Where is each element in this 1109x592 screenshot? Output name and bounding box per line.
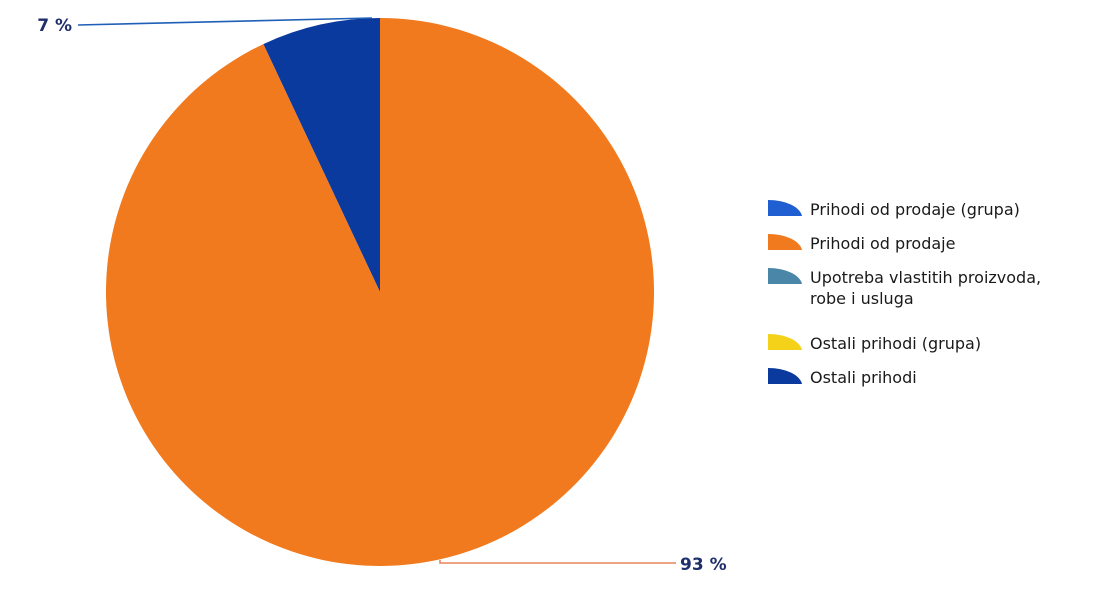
leader-line-prihodi-od-prodaje [439,560,676,564]
pie-leader-lines [77,17,676,564]
data-label-ostali-prihodi: 7 % [37,16,72,36]
leader-line-ostali-prihodi [77,17,373,26]
chart-legend: Prihodi od prodaje (grupa) Prihodi od pro… [768,199,1041,387]
legend-swatch-prihodi-od-prodaje [768,233,802,250]
legend-item-prihodi-od-prodaje-grupa: Prihodi od prodaje (grupa) [768,199,1020,219]
legend-item-ostali-prihodi-grupa: Ostali prihodi (grupa) [768,333,981,353]
pie-slice-ostali-prihodi [263,18,380,292]
legend-swatch-upotreba-vlastitih-proizvoda-robe-i-usluga [768,267,802,284]
legend-label: Ostali prihodi (grupa) [810,334,981,353]
legend-label: Upotreba vlastitih proizvoda, robe i uslu… [810,268,1041,308]
legend-label: Ostali prihodi [810,368,917,387]
data-label-prihodi-od-prodaje: 93 % [680,555,727,575]
legend-label: Prihodi od prodaje (grupa) [810,200,1020,219]
pie-slices [106,18,654,566]
legend-swatch-ostali-prihodi [768,367,802,384]
legend-label: Prihodi od prodaje [810,234,955,253]
legend-item-prihodi-od-prodaje: Prihodi od prodaje [768,233,955,253]
legend-item-upotreba-vlastitih-proizvoda-robe-i-usluga: Upotreba vlastitih proizvoda, robe i uslu… [768,267,1041,308]
pie-data-labels: 7 % 93 % [37,16,726,575]
pie-slice-prihodi-od-prodaje [106,18,654,566]
legend-item-ostali-prihodi: Ostali prihodi [768,367,917,387]
legend-swatch-ostali-prihodi-grupa [768,333,802,350]
legend-swatch-prihodi-od-prodaje-grupa [768,199,802,216]
